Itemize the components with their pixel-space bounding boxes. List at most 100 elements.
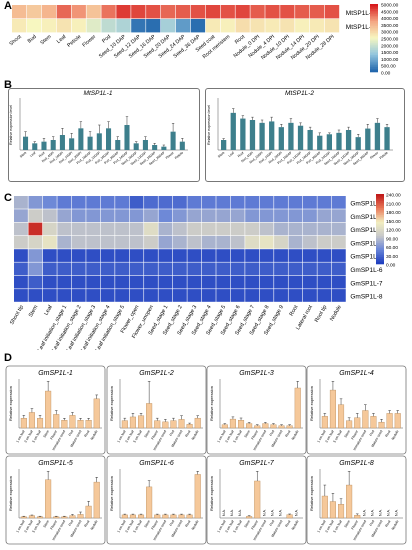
heatmap-a-cell [56, 19, 71, 33]
heatmap-c-cell [187, 249, 202, 262]
heatmap-c-cell [230, 222, 245, 236]
heatmap-a-scale-tick: 0.00 [381, 71, 391, 77]
heatmap-a-cell [161, 5, 176, 19]
heatmap-c-cell [100, 222, 115, 236]
heatmap-c-cell [303, 249, 317, 262]
chart-d-bar [69, 415, 76, 429]
chart-b-bar [240, 118, 246, 150]
heatmap-c-row-label: GmSP1L-2 [350, 214, 383, 221]
heatmap-c-cell [100, 235, 115, 249]
chart-d-bar [362, 410, 369, 429]
heatmap-c-cell [115, 196, 129, 209]
heatmap-c-scale-segment [376, 206, 384, 209]
heatmap-c-scale-segment [376, 209, 384, 212]
heatmap-c-cell [172, 209, 187, 222]
chart-d-bar [237, 420, 245, 429]
heatmap-a-cell [12, 5, 27, 19]
heatmap-c-cell [42, 262, 57, 276]
chart-b-title: MtSP1L-1 [84, 90, 113, 97]
chart-d-bar [178, 514, 185, 519]
heatmap-c-cell [303, 262, 317, 276]
chart-d-x-label: Pod [269, 429, 276, 436]
heatmap-c-cell [158, 249, 173, 262]
chart-d-bar [346, 484, 353, 519]
heatmap-a-cell [324, 5, 340, 19]
heatmap-c-cell [187, 275, 202, 289]
chart-d-bar [162, 514, 169, 519]
chart-d-bar [321, 495, 328, 519]
chart-b-title: MtSP1L-2 [285, 90, 314, 97]
chart-b-bar [133, 143, 139, 150]
heatmap-c-cell [115, 289, 129, 302]
heatmap-a-scale-segment [370, 17, 378, 20]
chart-d-y-label: Relative expression [309, 476, 314, 511]
heatmap-c-cell [14, 209, 28, 222]
chart-d-na-label: N.A. [387, 509, 391, 516]
chart-d-bar [37, 516, 44, 519]
chart-d-x-label: 5 cm leaf [233, 429, 243, 443]
heatmap-c-col-label: Stem [28, 304, 40, 318]
chart-d-bar [186, 424, 193, 429]
heatmap-a-scale-segment [370, 68, 378, 71]
heatmap-c-cell [115, 249, 129, 262]
chart-d-na-label: N.A. [262, 509, 266, 516]
heatmap-c-cell [274, 196, 288, 209]
heatmap-c-cell [245, 235, 260, 249]
heatmap-a-cell [265, 5, 280, 19]
heatmap-a-scale-segment [370, 43, 378, 46]
chart-d-bar [254, 425, 261, 429]
heatmap-a-cell [86, 5, 101, 19]
heatmap-a-scale-segment [370, 24, 378, 27]
chart-b-bar [249, 120, 256, 150]
heatmap-c-cell [288, 222, 303, 236]
heatmap-c-cell [100, 209, 115, 222]
heatmap-c-cell [28, 262, 43, 276]
heatmap-c-cell [317, 222, 332, 236]
chart-b-x-label: Petiole [379, 151, 389, 160]
heatmap-a-scale-segment [370, 46, 378, 49]
heatmap-a-cell [220, 19, 235, 33]
chart-d-x-label: 1 cm leaf [316, 519, 326, 533]
heatmap-c-scale-tick: 120.00 [386, 228, 401, 234]
heatmap-c-cell [331, 222, 346, 236]
heatmap-c-cell [245, 262, 260, 276]
heatmap-a-scale-segment [370, 41, 378, 44]
heatmap-c-cell [100, 262, 115, 276]
heatmap-c-cell [187, 262, 202, 276]
heatmap-a-scale-segment [370, 21, 378, 23]
chart-d-frame [306, 365, 407, 455]
chart-d-bar [194, 417, 201, 429]
heatmap-c-cell [230, 262, 245, 276]
heatmap-c-cell [245, 222, 260, 236]
heatmap-c-cell [42, 249, 57, 262]
chart-d-bar [162, 421, 169, 429]
heatmap-c-cell [57, 275, 72, 289]
chart-d-x-label: Flower [151, 429, 160, 441]
heatmap-a-row-label: MtSP1L-2 [346, 24, 375, 31]
chart-b-bar [124, 125, 130, 150]
chart-d-na-label: N.A. [362, 509, 366, 516]
chart-d-bar [69, 515, 76, 519]
heatmap-c-cell [187, 222, 202, 236]
chart-d-bar [254, 480, 261, 519]
heatmap-a-cell [205, 5, 220, 19]
heatmap-c-scale-segment [376, 225, 384, 228]
heatmap-c-cell [216, 249, 231, 262]
chart-d-x-label: Pod [169, 519, 176, 526]
chart-d-x-label: Nodule [191, 519, 200, 530]
heatmap-c-scale-tick: 60.00 [386, 245, 398, 251]
heatmap-c-cell [201, 249, 216, 262]
heatmap-a-cell [205, 19, 220, 33]
chart-d-x-label: 5 cm leaf [233, 519, 243, 533]
heatmap-a-cell [146, 19, 161, 33]
heatmap-a-scale-segment [370, 63, 378, 66]
heatmap-c-cell [288, 235, 303, 249]
chart-b-x-label: Leaf [228, 151, 235, 158]
chart-b-bar [384, 127, 390, 150]
chart-d-frame [306, 455, 407, 545]
heatmap-c-cell [57, 262, 72, 276]
heatmap-c-cell [172, 249, 187, 262]
chart-d-na-label: N.A. [395, 509, 399, 516]
heatmap-c-cell [71, 235, 86, 249]
chart-b-bar [297, 125, 304, 150]
